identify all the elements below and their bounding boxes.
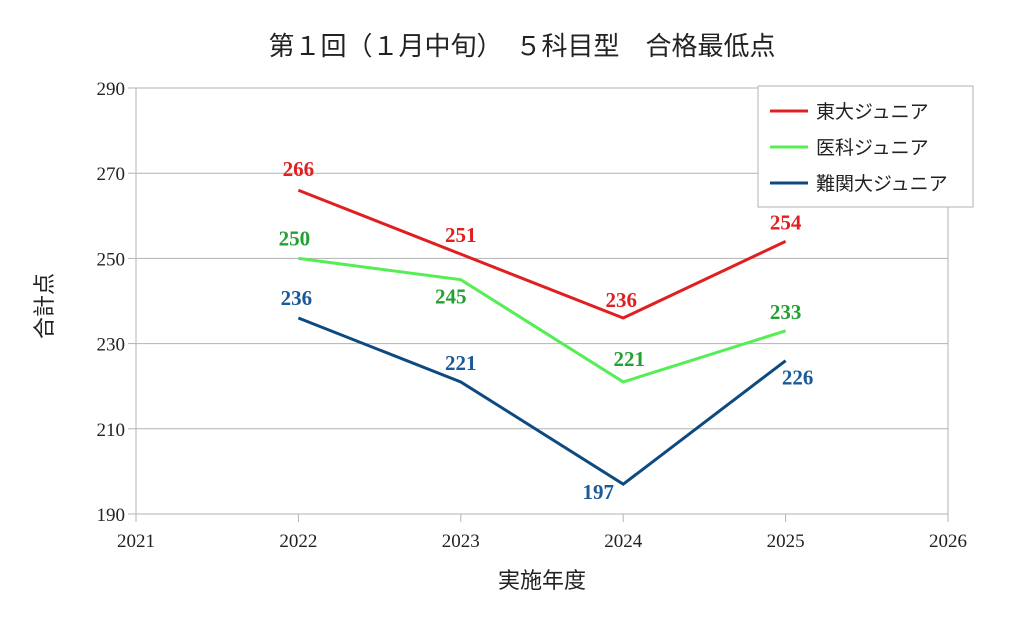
data-label-0-0: 266 bbox=[283, 157, 315, 181]
x-axis-title: 実施年度 bbox=[498, 569, 586, 594]
x-axis: 2021 2022 2023 2024 2025 2026 bbox=[117, 514, 967, 552]
x-tick-label-5: 2026 bbox=[929, 531, 967, 552]
y-axis-title: 合計点 bbox=[33, 273, 58, 339]
x-tick-label-1: 2022 bbox=[279, 531, 317, 552]
chart-title: 第１回（１月中旬） ５科目型 合格最低点 bbox=[268, 32, 775, 62]
y-tick-label-1: 210 bbox=[97, 420, 126, 441]
data-label-2-3: 226 bbox=[782, 366, 814, 390]
plot-frame bbox=[135, 87, 949, 515]
data-labels: 266 251 236 254 250 245 221 233 236 221 197 226 bbox=[279, 157, 814, 504]
x-tick-label-2: 2023 bbox=[442, 531, 480, 552]
y-axis: 190 210 230 250 270 290 bbox=[97, 79, 136, 526]
y-tick-label-4: 270 bbox=[97, 164, 126, 185]
y-tick-label-3: 250 bbox=[97, 249, 126, 270]
data-label-1-3: 233 bbox=[770, 300, 802, 324]
series-lines bbox=[297, 188, 787, 487]
data-label-1-2: 221 bbox=[613, 347, 645, 371]
data-label-0-3: 254 bbox=[770, 210, 802, 234]
series-line-2 bbox=[297, 316, 787, 487]
data-label-1-1: 245 bbox=[435, 285, 467, 309]
y-tick-label-2: 230 bbox=[97, 335, 126, 356]
data-label-2-2: 197 bbox=[582, 480, 614, 504]
series-line-0 bbox=[297, 188, 787, 320]
x-tick-label-3: 2024 bbox=[604, 531, 643, 552]
legend: 東大ジュニア 医科ジュニア 難関大ジュニア bbox=[757, 85, 974, 208]
x-tick-label-0: 2021 bbox=[117, 531, 155, 552]
data-label-2-0: 236 bbox=[281, 286, 313, 310]
data-label-0-2: 236 bbox=[605, 288, 637, 312]
legend-label-2: 難関大ジュニア bbox=[816, 173, 948, 195]
legend-label-0: 東大ジュニア bbox=[816, 101, 929, 123]
data-label-1-0: 250 bbox=[279, 226, 311, 250]
y-tick-label-5: 290 bbox=[97, 79, 126, 100]
data-label-0-1: 251 bbox=[445, 223, 477, 247]
y-tick-label-0: 190 bbox=[97, 505, 126, 526]
legend-label-1: 医科ジュニア bbox=[816, 137, 929, 159]
data-label-2-1: 221 bbox=[445, 351, 477, 375]
series-line-1 bbox=[298, 256, 787, 384]
x-tick-label-4: 2025 bbox=[767, 531, 805, 552]
